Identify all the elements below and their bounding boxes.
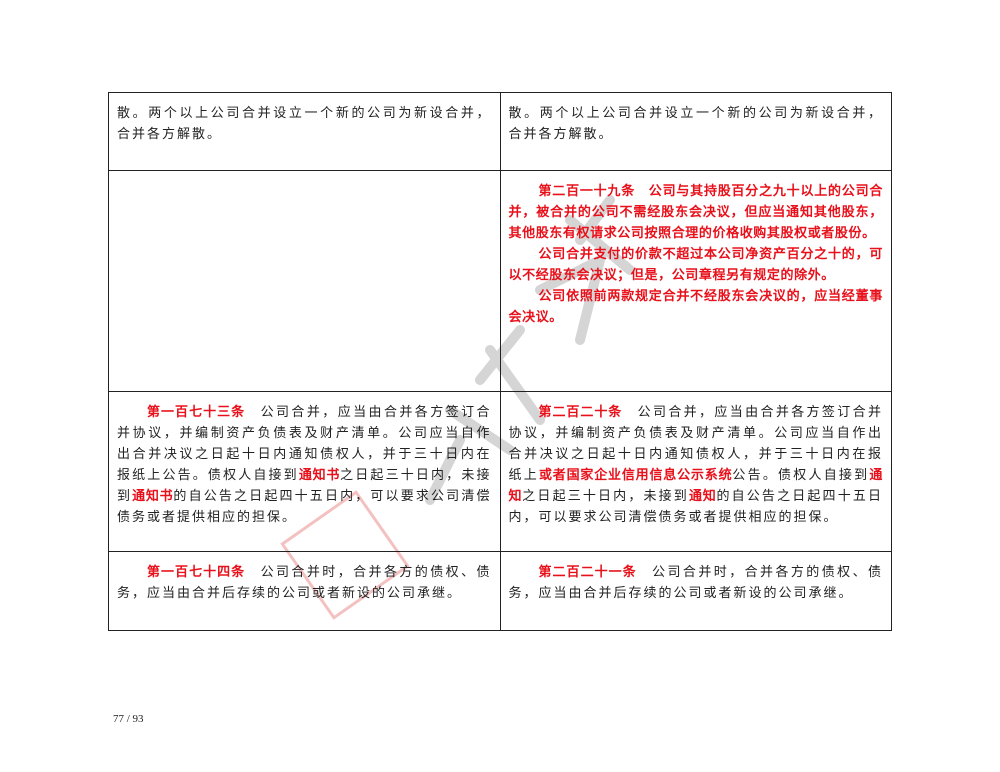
highlighted-text: 通知 <box>688 489 717 504</box>
article-paragraph: 第二百二十一条 公司合并时，合并各方的债权、债务，应当由合并后存续的公司或者新设… <box>509 562 884 604</box>
highlighted-text: 第一百七十三条 <box>147 405 246 420</box>
table-row: 第一百七十四条 公司合并时，合并各方的债权、债务，应当由合并后存续的公司或者新设… <box>108 551 892 631</box>
left-cell <box>108 170 501 392</box>
article-paragraph: 公司依照前两款规定合并不经股东会决议的，应当经董事会决议。 <box>509 286 884 328</box>
body-text: 公司合并，应当由合并各方签订合并协议，并编制资产负债表及财产清单。公司应当自作出… <box>117 405 492 483</box>
left-cell: 散。两个以上公司合并设立一个新的公司为新设合并，合并各方解散。 <box>108 92 501 171</box>
highlighted-text: 第二百二十条 <box>538 405 623 420</box>
table-row: 第二百一十九条 公司与其持股百分之九十以上的公司合并，被合并的公司不需经股东会决… <box>108 170 892 392</box>
article-paragraph: 第一百七十三条 公司合并，应当由合并各方签订合并协议，并编制资产负债表及财产清单… <box>117 402 492 528</box>
left-cell: 第一百七十三条 公司合并，应当由合并各方签订合并协议，并编制资产负债表及财产清单… <box>108 391 501 552</box>
highlighted-text: 第一百七十四条 <box>147 565 246 580</box>
table-row: 第一百七十三条 公司合并，应当由合并各方签订合并协议，并编制资产负债表及财产清单… <box>108 391 892 552</box>
right-cell: 第二百一十九条 公司与其持股百分之九十以上的公司合并，被合并的公司不需经股东会决… <box>499 170 892 392</box>
body-text: 散。两个以上公司合并设立一个新的公司为新设合并，合并各方解散。 <box>117 106 492 142</box>
highlighted-text: 公司依照前两款规定合并不经股东会决议的，应当经董事会决议。 <box>508 289 883 325</box>
body-text: 散。两个以上公司合并设立一个新的公司为新设合并，合并各方解散。 <box>508 106 883 142</box>
body-text: 公司合并，应当由合并各方签订合并协议，并编制资产负债表及财产清单。公司应当自作出… <box>508 405 883 483</box>
article-paragraph: 第二百一十九条 公司与其持股百分之九十以上的公司合并，被合并的公司不需经股东会决… <box>509 181 884 244</box>
body-text: 的自公告之日起四十五日内，可以要求公司清偿债务或者提供相应的担保。 <box>508 489 883 525</box>
body-text: 公告。债权人自接到 <box>732 468 870 483</box>
article-paragraph: 第一百七十四条 公司合并时，合并各方的债权、债务，应当由合并后存续的公司或者新设… <box>117 562 492 604</box>
highlighted-text: 通知书 <box>298 468 341 483</box>
right-cell: 散。两个以上公司合并设立一个新的公司为新设合并，合并各方解散。 <box>499 92 892 171</box>
article-paragraph: 第二百二十条 公司合并，应当由合并各方签订合并协议，并编制资产负债表及财产清单。… <box>509 402 884 528</box>
left-cell: 第一百七十四条 公司合并时，合并各方的债权、债务，应当由合并后存续的公司或者新设… <box>108 551 501 631</box>
highlighted-text: 公司合并支付的价款不超过本公司净资产百分之十的，可以不经股东会决议；但是，公司章… <box>508 247 883 283</box>
body-text: 之日起三十日内，未接到 <box>522 489 689 504</box>
body-text: 的自公告之日起四十五日内，可以要求公司清偿债务或者提供相应的担保。 <box>117 489 492 525</box>
highlighted-text: 或者国家企业信用信息公示系统 <box>538 468 733 483</box>
highlighted-text: 第二百二十一条 <box>538 565 637 580</box>
right-cell: 第二百二十条 公司合并，应当由合并各方签订合并协议，并编制资产负债表及财产清单。… <box>499 391 892 552</box>
highlighted-text: 第二百一十九条 公司与其持股百分之九十以上的公司合并，被合并的公司不需经股东会决… <box>508 184 883 241</box>
highlighted-text: 通知 <box>508 468 883 504</box>
highlighted-text: 通知书 <box>132 489 174 504</box>
comparison-table: 散。两个以上公司合并设立一个新的公司为新设合并，合并各方解散。 散。两个以上公司合… <box>108 92 892 631</box>
article-paragraph: 散。两个以上公司合并设立一个新的公司为新设合并，合并各方解散。 <box>117 103 492 145</box>
article-paragraph: 散。两个以上公司合并设立一个新的公司为新设合并，合并各方解散。 <box>509 103 884 145</box>
page-number: 77 / 93 <box>113 713 144 725</box>
body-text: 之日起三十日内，未接到 <box>117 468 492 504</box>
article-paragraph: 公司合并支付的价款不超过本公司净资产百分之十的，可以不经股东会决议；但是，公司章… <box>509 244 884 286</box>
body-text: 公司合并时，合并各方的债权、债务，应当由合并后存续的公司或者新设的公司承继。 <box>117 565 492 601</box>
body-text: 公司合并时，合并各方的债权、债务，应当由合并后存续的公司或者新设的公司承继。 <box>508 565 883 601</box>
right-cell: 第二百二十一条 公司合并时，合并各方的债权、债务，应当由合并后存续的公司或者新设… <box>499 551 892 631</box>
table-row: 散。两个以上公司合并设立一个新的公司为新设合并，合并各方解散。 散。两个以上公司合… <box>108 92 892 171</box>
